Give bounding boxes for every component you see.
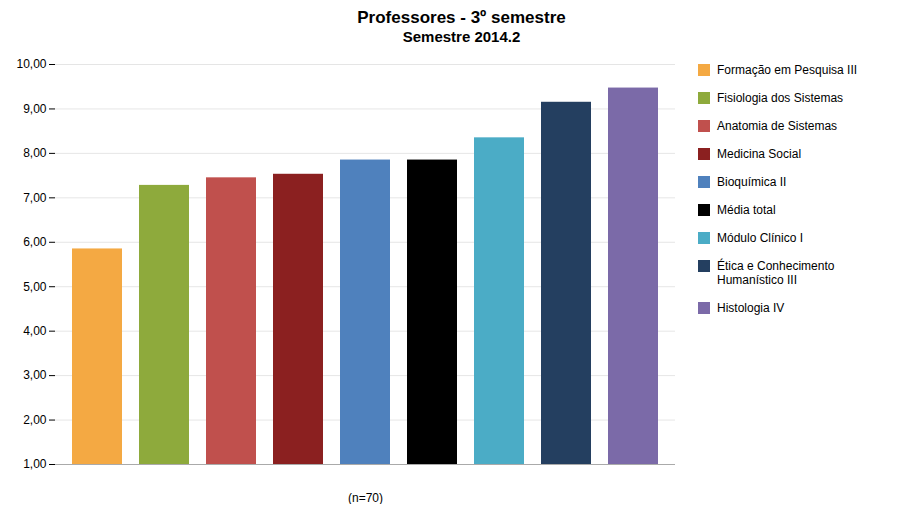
- svg-text:5,00: 5,00: [23, 280, 47, 294]
- html-text:Fisiologia dos Sistemas: Fisiologia dos Sistemas: [717, 91, 844, 105]
- html-text:Média total: Média total: [717, 203, 776, 217]
- svg-text:9,00: 9,00: [23, 102, 47, 116]
- html-text:Bioquímica II: Bioquímica II: [717, 175, 787, 189]
- html-text:Formação em Pesquisa III: Formação em Pesquisa III: [717, 63, 858, 77]
- html-text:Histologia IV: Histologia IV: [717, 301, 785, 315]
- html-text:Anatomia de Sistemas: Anatomia de Sistemas: [717, 119, 838, 133]
- svg-text:8,00: 8,00: [23, 146, 47, 160]
- svg-text:3,00: 3,00: [23, 368, 47, 382]
- svg-text:1,00: 1,00: [23, 457, 47, 471]
- svg-text:(n=70): (n=70): [348, 491, 383, 505]
- html-text:Módulo Clínico I: Módulo Clínico I: [717, 231, 803, 245]
- svg-text:7,00: 7,00: [23, 191, 47, 205]
- html-text:Medicina Social: Medicina Social: [717, 147, 801, 161]
- svg-text:4,00: 4,00: [23, 324, 47, 338]
- svg-text:2,00: 2,00: [23, 413, 47, 427]
- svg-text:10,00: 10,00: [16, 57, 46, 71]
- html-text:Semestre 2014.2: Semestre 2014.2: [402, 28, 521, 45]
- html-text:Professores - 3º semestre: Professores - 3º semestre: [357, 8, 566, 27]
- svg-text:6,00: 6,00: [23, 235, 47, 249]
- html-text:Ética e Conhecimento Humanísti: Ética e Conhecimento Humanístico III: [717, 259, 835, 287]
